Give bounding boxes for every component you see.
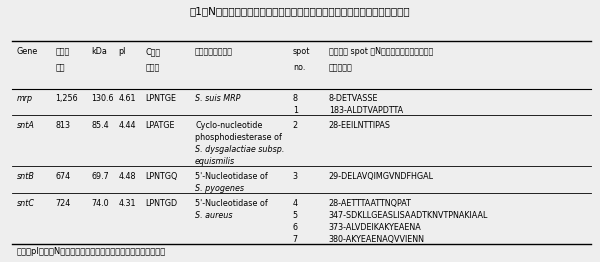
Text: LPNTGE: LPNTGE — [145, 94, 176, 103]
Text: S. dysgalactiae subsp.: S. dysgalactiae subsp. — [195, 145, 284, 154]
Text: phosphodiesterase of: phosphodiesterase of — [195, 133, 282, 142]
Text: チーフ: チーフ — [145, 63, 160, 72]
Text: 5: 5 — [293, 211, 298, 220]
Text: 相同性のある蛋白: 相同性のある蛋白 — [195, 47, 233, 56]
Text: no.: no. — [293, 63, 305, 72]
Text: 4.48: 4.48 — [118, 172, 136, 181]
Text: Gene: Gene — [17, 47, 38, 56]
Text: LPATGE: LPATGE — [145, 121, 175, 130]
Text: 4: 4 — [293, 199, 298, 208]
Text: Cyclo-nucleotide: Cyclo-nucleotide — [195, 121, 262, 130]
Text: 5'-Nucleotidase of: 5'-Nucleotidase of — [195, 199, 268, 208]
Text: sntB: sntB — [17, 172, 35, 181]
Text: sntC: sntC — [17, 199, 35, 208]
Text: 74.0: 74.0 — [91, 199, 109, 208]
Text: 3: 3 — [293, 172, 298, 181]
Text: kDa: kDa — [91, 47, 107, 56]
Text: 4.44: 4.44 — [118, 121, 136, 130]
Text: 5'-Nucleotidase of: 5'-Nucleotidase of — [195, 172, 268, 181]
Text: 2: 2 — [293, 121, 298, 130]
Text: LPNTGD: LPNTGD — [145, 199, 178, 208]
Text: 674: 674 — [55, 172, 70, 181]
Text: 決定した spot のN末配列とそれらの全長に: 決定した spot のN末配列とそれらの全長に — [329, 47, 433, 56]
Text: C末モ: C末モ — [145, 47, 160, 56]
Text: 対する位置: 対する位置 — [329, 63, 353, 72]
Text: 8: 8 — [293, 94, 298, 103]
Text: 28-EEILNTTIPAS: 28-EEILNTTIPAS — [329, 121, 391, 130]
Text: 380-AKYEAENAQVVIENN: 380-AKYEAENAQVVIENN — [329, 235, 425, 244]
Text: 質量、pI値は、N末のシグナル配列を除いたものから算出した。: 質量、pI値は、N末のシグナル配列を除いたものから算出した。 — [17, 247, 166, 256]
Text: mrp: mrp — [17, 94, 33, 103]
Text: 373-ALVDEIKAKYEAENA: 373-ALVDEIKAKYEAENA — [329, 223, 422, 232]
Text: sntA: sntA — [17, 121, 35, 130]
Text: S. pyogenes: S. pyogenes — [195, 184, 244, 193]
Text: 183-ALDTVAPDTTA: 183-ALDTVAPDTTA — [329, 106, 403, 115]
Text: 4.61: 4.61 — [118, 94, 136, 103]
Text: 85.4: 85.4 — [91, 121, 109, 130]
Text: 1: 1 — [293, 106, 298, 115]
Text: 347-SDKLLGEASLISAADTKNVTPNAKIAAL: 347-SDKLLGEASLISAADTKNVTPNAKIAAL — [329, 211, 488, 220]
Text: equismilis: equismilis — [195, 157, 235, 166]
Text: 724: 724 — [55, 199, 70, 208]
Text: 130.6: 130.6 — [91, 94, 114, 103]
Text: 4.31: 4.31 — [118, 199, 136, 208]
Text: 8-DETVASSE: 8-DETVASSE — [329, 94, 379, 103]
Text: 1,256: 1,256 — [55, 94, 78, 103]
Text: 6: 6 — [293, 223, 298, 232]
Text: 7: 7 — [293, 235, 298, 244]
Text: LPNTGQ: LPNTGQ — [145, 172, 178, 181]
Text: 28-AETTTAATTNQPAT: 28-AETTTAATTNQPAT — [329, 199, 412, 208]
Text: 29-DELAVQIMGVNDFHGAL: 29-DELAVQIMGVNDFHGAL — [329, 172, 434, 181]
Text: S. aureus: S. aureus — [195, 211, 233, 220]
Text: アミノ: アミノ — [55, 47, 70, 56]
Text: 813: 813 — [55, 121, 70, 130]
Text: spot: spot — [293, 47, 310, 56]
Text: pI: pI — [118, 47, 125, 56]
Text: 69.7: 69.7 — [91, 172, 109, 181]
Text: 表1　N末を決定した蛋白スポットに対応する遺伝子及び予想されるその産物: 表1 N末を決定した蛋白スポットに対応する遺伝子及び予想されるその産物 — [190, 7, 410, 17]
Text: S. suis MRP: S. suis MRP — [195, 94, 241, 103]
Text: 酸数: 酸数 — [55, 63, 65, 72]
